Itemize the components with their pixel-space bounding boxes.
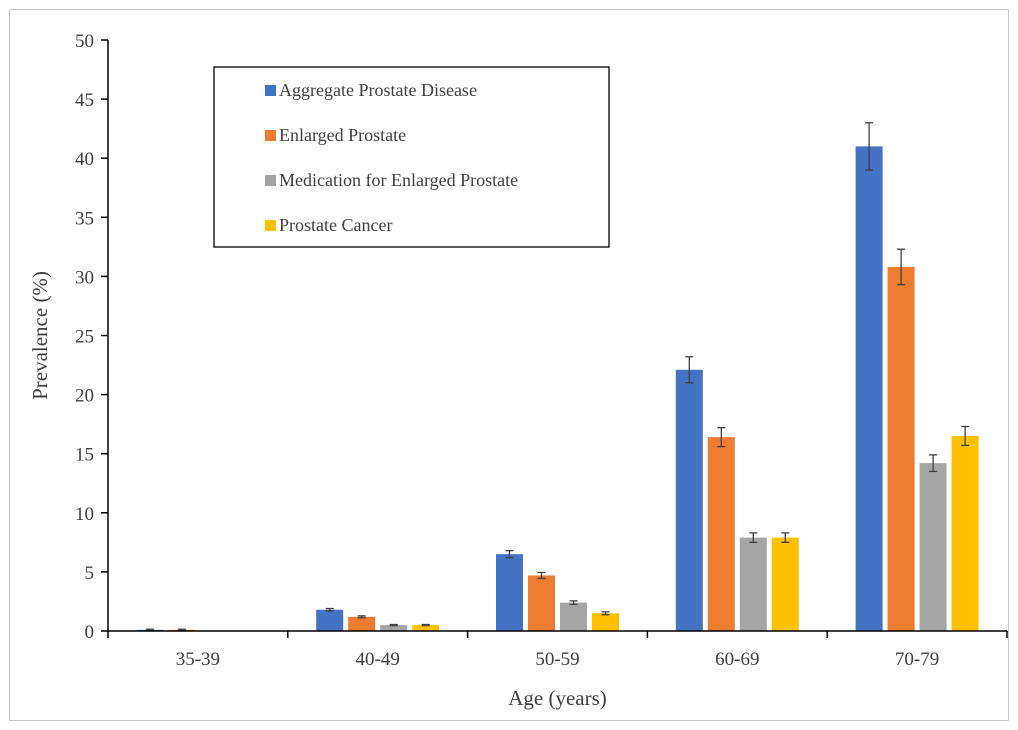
bar (739, 537, 767, 631)
bar (919, 463, 947, 631)
bar (592, 613, 619, 631)
legend-label: Aggregate Prostate Disease (279, 80, 477, 100)
x-tick-label: 60-69 (715, 649, 759, 670)
y-tick-label: 20 (75, 386, 94, 407)
x-tick-label: 50-59 (535, 649, 579, 670)
legend-label: Enlarged Prostate (279, 125, 406, 145)
x-tick-labels: 35-39 40-49 50-59 60-69 70-79 (176, 649, 940, 670)
y-tick-label: 0 (85, 622, 95, 643)
bar (771, 537, 799, 631)
legend-swatch (265, 175, 276, 186)
y-tick-label: 10 (75, 504, 94, 525)
y-tick-label: 5 (85, 563, 95, 584)
y-tick-labels: 0 5 10 15 20 25 30 35 40 45 50 (75, 31, 94, 643)
error-bars-layer (145, 122, 970, 632)
x-axis-title: Age (years) (508, 686, 607, 710)
bar (560, 602, 587, 631)
bar (348, 616, 376, 631)
x-tick-label: 40-49 (356, 649, 400, 670)
x-tick-label: 35-39 (176, 649, 220, 670)
y-tick-label: 50 (75, 31, 94, 52)
legend: Aggregate Prostate Disease Enlarged Prost… (213, 66, 610, 248)
bar (675, 369, 703, 631)
legend-swatch (265, 85, 276, 96)
y-tick-label: 45 (75, 90, 94, 111)
bar (316, 609, 344, 631)
bar (496, 554, 523, 631)
bar (528, 575, 555, 631)
bar (887, 266, 915, 631)
y-tick-label: 35 (75, 208, 94, 229)
y-tick-label: 15 (75, 445, 94, 466)
legend-box (213, 66, 610, 248)
y-tick-label: 40 (75, 149, 94, 170)
legend-swatch (265, 220, 276, 231)
bars-layer (136, 146, 979, 631)
y-tick-label: 25 (75, 327, 94, 348)
bar (855, 146, 883, 631)
legend-label: Medication for Enlarged Prostate (279, 170, 518, 190)
x-tick-label: 70-79 (895, 649, 939, 670)
y-axis-title: Prevalence (%) (28, 271, 52, 400)
y-tick-label: 30 (75, 267, 94, 288)
legend-swatch (265, 130, 276, 141)
bar (412, 625, 440, 631)
axes-layer (101, 39, 1008, 638)
legend-label: Prostate Cancer (279, 215, 392, 235)
bar (951, 435, 979, 631)
bar (380, 625, 408, 631)
bar (707, 437, 735, 631)
